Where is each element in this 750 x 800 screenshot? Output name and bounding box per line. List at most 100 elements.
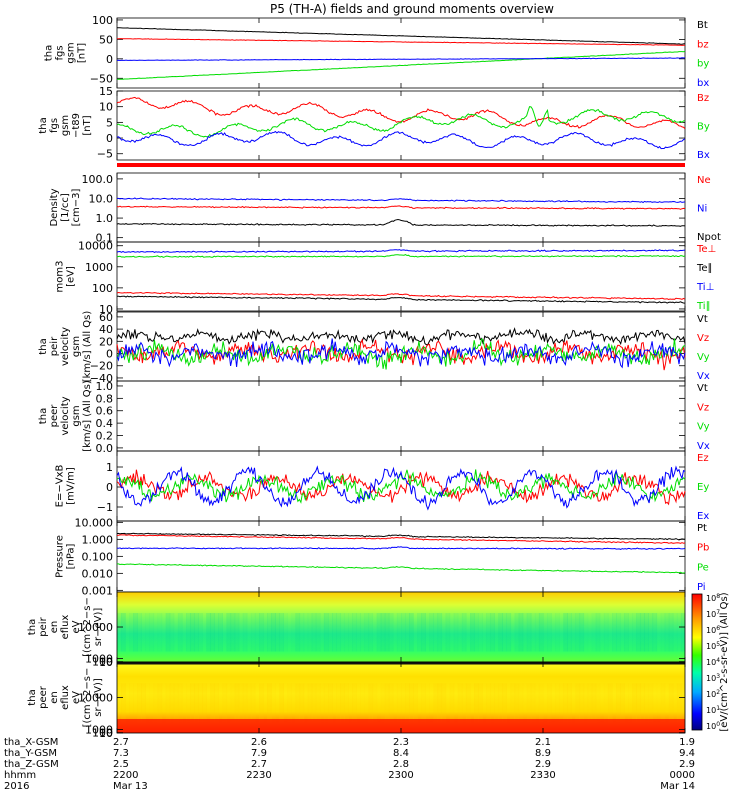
spectrogram-stripe <box>295 683 301 723</box>
spectrogram-stripe <box>510 683 516 723</box>
spectrogram-stripe <box>121 683 126 723</box>
spectrogram-stripe <box>620 613 625 652</box>
spectrogram-stripe <box>652 613 658 652</box>
spectrogram-stripe <box>555 683 560 723</box>
spectrogram-stripe <box>624 683 629 723</box>
spectrogram-stripe <box>616 613 621 652</box>
spectrogram-stripe <box>538 683 544 723</box>
spectrogram-stripe <box>238 613 244 652</box>
spectrogram-stripe <box>482 613 487 652</box>
spectrogram-stripe <box>206 613 211 652</box>
spectrogram-stripe <box>583 613 589 652</box>
spectrogram-stripe <box>194 683 199 723</box>
spectrogram-stripe <box>295 613 301 652</box>
footer-row-label: hhmm <box>4 770 36 781</box>
panel-frame <box>116 17 686 89</box>
spectrogram-stripe <box>449 683 455 723</box>
footer-tick-value: 2.3 <box>393 737 409 748</box>
spectrogram-stripe <box>267 683 272 723</box>
spectrogram-stripe <box>222 613 228 652</box>
spectrogram-stripe <box>169 613 175 652</box>
legend-Vt: Vt <box>697 314 708 325</box>
spectrogram-stripe <box>210 613 215 652</box>
spectrogram-stripe <box>445 683 451 723</box>
colorbar: 108 107 106 105 104 103 102 101 100 [eV/(cm^2-s-… <box>691 592 730 732</box>
spectrogram-stripe <box>668 683 674 723</box>
y-axis-label: [mV/m] <box>66 467 77 505</box>
spectrogram-stripe <box>287 683 292 723</box>
y-axis-label: eV <box>71 620 82 633</box>
legend-Ti∥: Ti∥ <box>696 301 711 312</box>
spectrogram-stripe <box>490 613 495 652</box>
y-tick-label: 0.100 <box>82 550 114 563</box>
spectrogram-stripe <box>409 683 414 723</box>
spectrogram-stripe <box>328 683 333 723</box>
y-tick-label: 40 <box>99 323 113 336</box>
spectrogram-stripe <box>449 613 455 652</box>
y-tick-label: 10.000 <box>75 516 114 529</box>
spectrogram-stripe <box>486 613 491 652</box>
spectrogram-stripe <box>591 683 597 723</box>
spectrogram-stripe <box>145 613 150 652</box>
spectrogram-stripe <box>117 613 122 652</box>
spectrogram-stripe <box>319 613 325 652</box>
spectrogram-stripe <box>437 683 443 723</box>
spectrogram-stripe <box>356 613 361 652</box>
spectrogram-stripe <box>149 613 155 652</box>
spectrogram-stripe <box>465 683 471 723</box>
panel-frame <box>116 241 686 312</box>
panel-frame <box>116 380 686 452</box>
y-axis-label: [km/s] (All Qs) <box>82 380 93 452</box>
spectrogram-stripe <box>518 613 524 652</box>
spectrogram-stripe <box>129 683 134 723</box>
legend-Ex: Ex <box>697 511 709 522</box>
spectrogram-stripe <box>595 683 601 723</box>
y-tick-label: 0 <box>106 481 113 494</box>
legend-Pi: Pi <box>697 582 706 593</box>
spectrogram-stripe <box>571 613 576 652</box>
spectrogram-stripe <box>632 613 637 652</box>
spectrogram-stripe <box>384 683 390 723</box>
colorbar-ticks: 108 107 106 105 104 103 102 101 100 <box>706 593 720 731</box>
spectrogram-stripe <box>461 683 467 723</box>
y-axis-label: gsm <box>66 42 77 63</box>
spectrogram-stripe <box>652 683 658 723</box>
series-Pt <box>116 532 686 541</box>
spectrogram-stripe <box>242 613 248 652</box>
y-axis-label: gsm <box>71 336 82 357</box>
y-axis-label: [km/s] (All Qs) <box>82 311 93 383</box>
y-axis-label: tha <box>44 45 55 61</box>
spectrogram-stripe <box>141 683 146 723</box>
spectrogram-stripe <box>283 613 288 652</box>
spectrogram-stripe <box>137 613 142 652</box>
spectrogram-stripe <box>186 683 191 723</box>
spectrogram-stripe <box>340 613 345 652</box>
y-axis-label: [1/cc] <box>60 193 71 222</box>
series-Pi <box>116 546 686 550</box>
spectrogram-stripe <box>336 613 341 652</box>
legend-Te⊥: Te⊥ <box>696 244 716 255</box>
spectrogram-stripe <box>190 613 195 652</box>
panel-fgs_hp: 15 10 5 0 −5 tha fgs gsm −t89 [nT] Bz By Bx <box>38 85 710 161</box>
spectrogram-stripe <box>672 683 678 723</box>
y-axis-label: gsm <box>60 115 71 136</box>
spectrogram-stripe <box>344 613 349 652</box>
spectrogram-stripe <box>287 613 292 652</box>
spectrogram-stripe <box>173 683 179 723</box>
y-tick-label: 1.000 <box>82 533 114 546</box>
legend-Ne: Ne <box>697 175 711 186</box>
panel-pressure: 10.000 1.000 0.100 0.010 0.001 Pressure [nPa] P… <box>55 516 710 597</box>
spectrogram-stripe <box>478 613 483 652</box>
spectrogram-stripe <box>616 683 621 723</box>
spectrogram-stripe <box>607 683 613 723</box>
spectrogram-stripe <box>583 683 589 723</box>
spectrogram-stripe <box>250 613 256 652</box>
footer-row-label: 2016 <box>4 781 29 792</box>
spectrogram-stripe <box>648 683 654 723</box>
legend-Vt: Vt <box>697 383 708 394</box>
y-axis-label: en <box>49 691 60 704</box>
spectrogram-stripe <box>612 613 617 652</box>
y-tick-label: 100 <box>92 656 113 669</box>
y-tick-label: 60 <box>99 311 113 324</box>
footer-tick-value: 2.9 <box>679 759 695 770</box>
